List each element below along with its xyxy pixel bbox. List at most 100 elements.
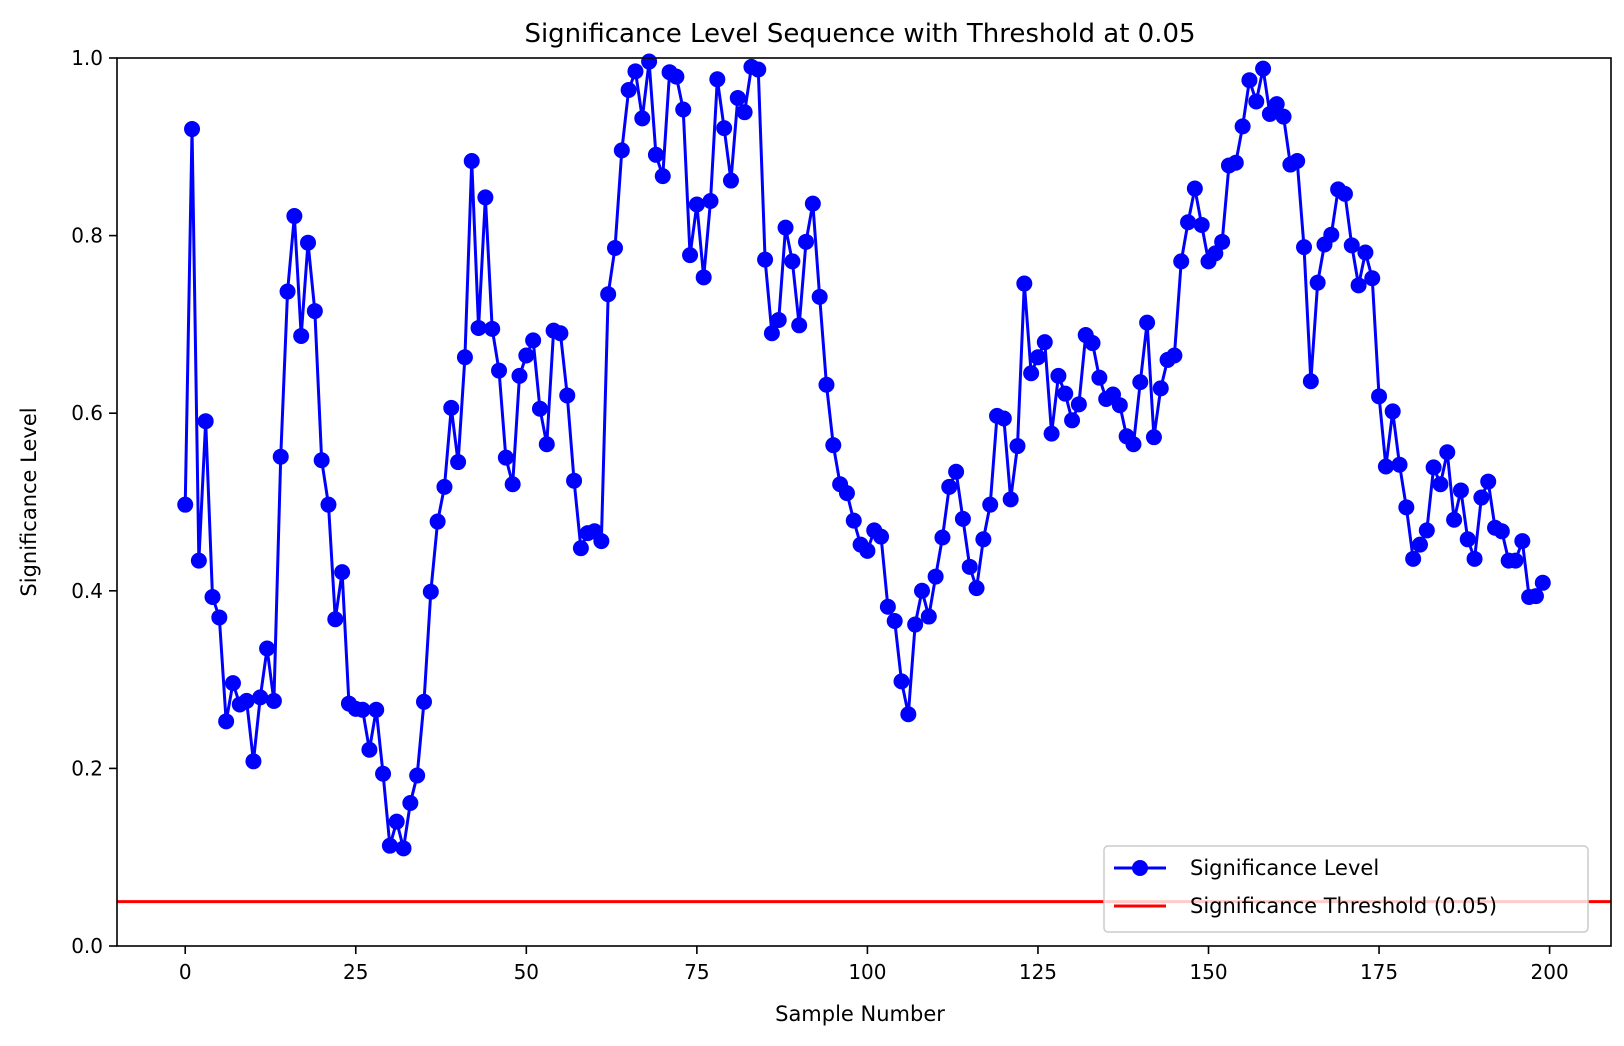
data-point xyxy=(409,767,426,784)
data-point xyxy=(934,529,951,546)
data-point xyxy=(1139,314,1156,331)
data-point xyxy=(190,552,207,569)
data-point xyxy=(1446,511,1463,528)
data-point xyxy=(1391,456,1408,473)
data-point xyxy=(252,689,269,706)
data-point xyxy=(763,325,780,342)
data-point xyxy=(211,609,228,626)
data-point xyxy=(1214,233,1231,250)
data-point xyxy=(429,513,446,530)
data-point xyxy=(1084,335,1101,352)
legend-marker-significance-level xyxy=(1132,860,1148,876)
x-axis-title: Sample Number xyxy=(775,1002,945,1026)
data-point xyxy=(675,101,692,118)
data-point xyxy=(695,269,712,286)
data-point xyxy=(1193,216,1210,233)
data-point xyxy=(1173,253,1190,270)
data-point xyxy=(1070,396,1087,413)
data-point xyxy=(1186,180,1203,197)
data-point xyxy=(1534,574,1551,591)
data-point xyxy=(245,753,262,770)
data-point xyxy=(388,813,405,830)
data-point xyxy=(1527,588,1544,605)
data-point xyxy=(415,693,432,710)
data-point xyxy=(1036,334,1053,351)
data-point xyxy=(552,325,569,342)
y-tick-label: 1.0 xyxy=(71,46,103,70)
x-tick-label: 0 xyxy=(179,960,192,984)
data-point xyxy=(750,61,767,78)
data-point xyxy=(531,400,548,417)
data-point xyxy=(470,319,487,336)
x-axis: 0 25 50 75 100 125 150 175 200 xyxy=(179,946,1569,984)
data-point xyxy=(607,240,623,257)
x-tick-label: 175 xyxy=(1360,960,1398,984)
data-point xyxy=(224,675,241,692)
data-point xyxy=(1029,349,1046,366)
legend: Significance Level Significance Threshol… xyxy=(1103,845,1589,933)
data-point xyxy=(1377,458,1394,475)
data-point xyxy=(456,349,473,366)
data-point xyxy=(886,612,903,629)
data-point xyxy=(804,195,821,212)
data-point xyxy=(811,288,828,305)
data-point xyxy=(654,168,671,185)
data-point xyxy=(757,251,774,268)
data-point xyxy=(1023,365,1040,382)
data-point xyxy=(286,208,303,225)
data-point xyxy=(1009,438,1026,455)
data-point xyxy=(729,89,746,106)
data-point xyxy=(436,478,453,495)
data-point xyxy=(1384,403,1401,420)
data-point xyxy=(402,795,419,812)
data-point xyxy=(443,399,460,416)
x-tick-label: 100 xyxy=(848,960,886,984)
data-point xyxy=(1432,476,1449,493)
data-point xyxy=(1343,237,1360,254)
data-point xyxy=(982,496,999,513)
data-point xyxy=(907,616,924,633)
data-point xyxy=(927,568,944,585)
data-point xyxy=(1050,367,1067,384)
data-point xyxy=(613,142,630,159)
data-point xyxy=(620,81,637,98)
data-point xyxy=(634,110,651,127)
data-point xyxy=(1364,270,1381,287)
data-point xyxy=(1405,550,1422,567)
data-point xyxy=(736,104,753,121)
data-point xyxy=(395,840,412,857)
data-point xyxy=(702,192,719,209)
data-point xyxy=(177,496,194,513)
data-point xyxy=(777,219,794,236)
chart-title: Significance Level Sequence with Thresho… xyxy=(524,19,1195,49)
y-tick-label: 0.0 xyxy=(71,934,103,958)
data-point xyxy=(450,454,467,471)
data-point xyxy=(968,580,985,597)
data-point xyxy=(1507,552,1524,569)
plot-area xyxy=(116,53,1612,947)
data-point xyxy=(879,598,896,615)
data-point xyxy=(334,564,351,581)
data-point xyxy=(798,233,815,250)
data-point xyxy=(1398,499,1415,516)
data-point xyxy=(995,410,1012,427)
data-point xyxy=(361,741,378,758)
data-point xyxy=(1166,347,1183,364)
data-point xyxy=(941,478,958,495)
data-point xyxy=(1043,425,1060,442)
data-point xyxy=(204,589,221,606)
data-point xyxy=(1152,380,1169,397)
data-point xyxy=(265,692,282,709)
data-point xyxy=(1480,473,1497,490)
data-point xyxy=(1350,277,1367,294)
data-point xyxy=(511,367,528,384)
data-point xyxy=(504,476,521,493)
y-tick-label: 0.6 xyxy=(71,401,103,425)
data-point xyxy=(1234,118,1251,135)
data-point xyxy=(873,528,890,545)
data-point xyxy=(1248,93,1265,110)
data-point xyxy=(709,71,726,88)
data-point xyxy=(566,472,583,489)
data-point xyxy=(1439,444,1456,461)
